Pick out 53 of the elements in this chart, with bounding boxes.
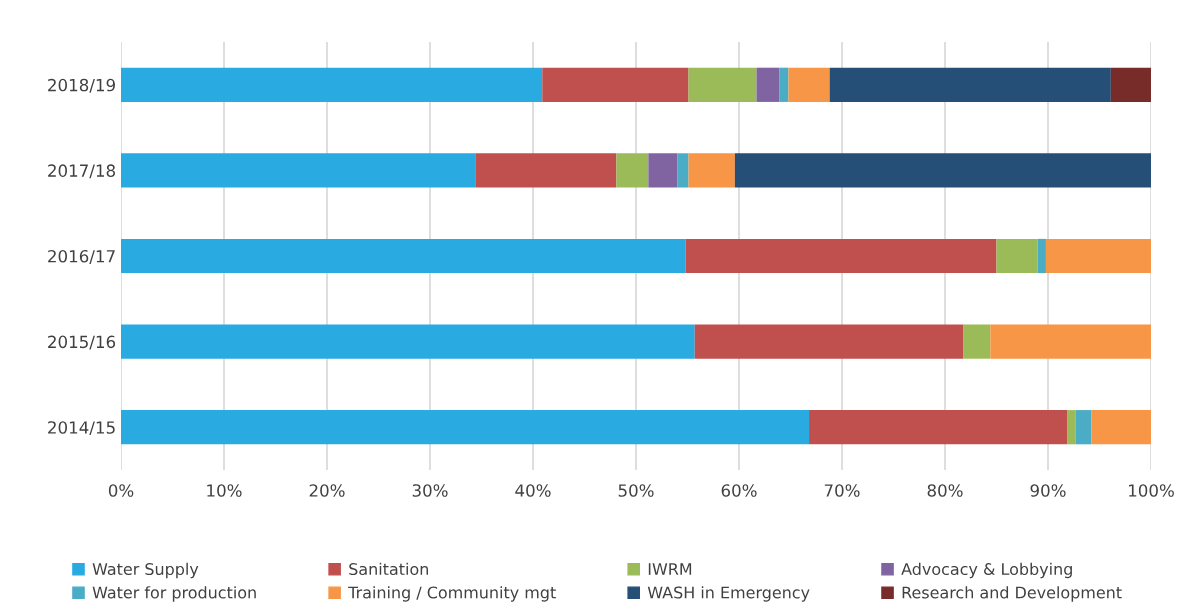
bar bbox=[829, 67, 1111, 102]
y-tick-label: 2018/19 bbox=[48, 78, 115, 93]
x-tick-label: 30% bbox=[412, 484, 448, 497]
x-tick-label: 80% bbox=[927, 484, 963, 497]
legend-label: WASH in Emergency bbox=[647, 586, 810, 602]
bar bbox=[996, 238, 1038, 274]
bar bbox=[688, 153, 735, 188]
legend-label: Advocacy & Lobbying bbox=[901, 562, 1072, 579]
x-tick-label: 70% bbox=[824, 484, 860, 497]
x-tick-label: 20% bbox=[309, 484, 345, 497]
legend-label: Water for production bbox=[92, 586, 256, 602]
bar bbox=[542, 67, 689, 102]
bar bbox=[779, 67, 789, 102]
bar bbox=[121, 153, 476, 188]
bar bbox=[1075, 410, 1092, 445]
bar bbox=[734, 153, 1151, 188]
bar bbox=[694, 324, 964, 359]
y-tick-label: 2014/15 bbox=[48, 421, 115, 436]
bar bbox=[121, 410, 810, 445]
y-tick-label: 2016/17 bbox=[48, 249, 115, 264]
x-tick-label: 0% bbox=[108, 484, 134, 497]
bar bbox=[121, 238, 686, 274]
x-tick-label: 50% bbox=[618, 484, 654, 497]
bar bbox=[121, 67, 543, 102]
bar bbox=[809, 410, 1068, 445]
bar bbox=[756, 67, 780, 102]
legend-label: Research and Development bbox=[902, 586, 1122, 602]
bar bbox=[1110, 67, 1151, 102]
legend-label: Water Supply bbox=[92, 562, 199, 579]
bar bbox=[685, 238, 997, 274]
bar bbox=[475, 153, 617, 188]
bar bbox=[1037, 238, 1046, 274]
bar bbox=[990, 324, 1151, 359]
bar bbox=[963, 324, 991, 359]
y-tick-label: 2017/18 bbox=[48, 164, 115, 179]
x-tick-label: 90% bbox=[1030, 484, 1066, 497]
legend-label: Sanitation bbox=[349, 562, 428, 576]
x-tick-label: 40% bbox=[515, 484, 551, 497]
y-tick-label: 2015/16 bbox=[48, 335, 116, 350]
legend-label: IWRM bbox=[648, 563, 692, 575]
bar bbox=[121, 324, 695, 359]
bar bbox=[1091, 410, 1151, 445]
bar bbox=[648, 153, 678, 188]
legend-label: Training / Community mgt bbox=[348, 586, 556, 602]
bar bbox=[616, 153, 649, 188]
x-tick-label: 60% bbox=[721, 484, 757, 497]
bar bbox=[788, 67, 830, 102]
x-tick-label: 10% bbox=[207, 484, 242, 497]
bar bbox=[1067, 410, 1076, 445]
bar bbox=[1045, 238, 1151, 274]
bar bbox=[688, 67, 757, 102]
x-tick-label: 100% bbox=[1129, 484, 1174, 497]
bar bbox=[677, 153, 689, 188]
